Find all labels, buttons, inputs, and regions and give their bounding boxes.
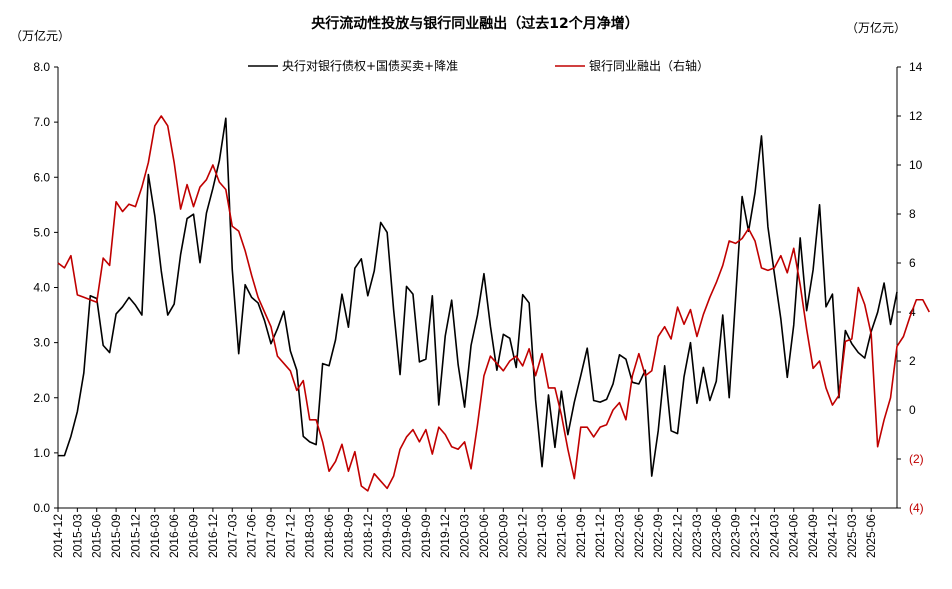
x-tick-label: 2018-09 [341, 514, 355, 558]
x-tick-label: 2020-06 [477, 514, 491, 558]
left-tick-label: 0.0 [33, 501, 50, 515]
left-tick-label: 8.0 [33, 60, 50, 74]
x-tick-label: 2015-09 [109, 514, 123, 558]
legend-label-red: 银行同业融出（右轴） [589, 58, 709, 73]
right-tick-label: (4) [909, 501, 924, 515]
x-tick-label: 2023-03 [690, 514, 704, 558]
left-tick-label: 6.0 [33, 170, 50, 184]
x-tick-label: 2024-12 [825, 514, 839, 558]
axes [57, 67, 898, 509]
right-tick-label: 2 [909, 354, 916, 368]
left-tick-label: 4.0 [33, 281, 50, 295]
x-tick-label: 2019-12 [438, 514, 452, 558]
right-tick-label: 0 [909, 403, 916, 417]
x-tick-label: 2021-06 [554, 514, 568, 558]
right-tick-label: 14 [909, 60, 923, 74]
x-tick-label: 2016-12 [206, 514, 220, 558]
x-tick-label: 2021-09 [574, 514, 588, 558]
x-tick-label: 2020-12 [516, 514, 530, 558]
x-tick-label: 2017-06 [245, 514, 259, 558]
series-line-interbank [57, 115, 930, 492]
right-tick-label: 8 [909, 207, 916, 221]
x-tick-label: 2021-12 [593, 514, 607, 558]
x-tick-label: 2016-06 [167, 514, 181, 558]
x-tick-label: 2022-09 [651, 514, 665, 558]
left-tick-label: 3.0 [33, 336, 50, 350]
legend-label-black: 央行对银行债权+国债买卖+降准 [282, 59, 458, 73]
right-tick-label: 12 [909, 109, 923, 123]
left-axis-ticks: 0.0 1.0 2.0 3.0 4.0 5.0 6.0 7.0 8.0 [33, 60, 58, 515]
left-tick-label: 2.0 [33, 391, 50, 405]
chart-title: 央行流动性投放与银行同业融出（过去12个月净增） [311, 15, 638, 32]
x-tick-label: 2019-09 [419, 514, 433, 558]
x-tick-label: 2016-03 [148, 514, 162, 558]
left-tick-label: 5.0 [33, 225, 50, 239]
x-tick-label: 2015-03 [70, 514, 84, 558]
x-tick-label: 2025-03 [845, 514, 859, 558]
series-layer [57, 115, 930, 492]
x-tick-label: 2015-06 [90, 514, 104, 558]
x-tick-label: 2015-12 [128, 514, 142, 558]
x-tick-label: 2019-03 [380, 514, 394, 558]
x-tick-label: 2017-09 [264, 514, 278, 558]
x-tick-label: 2022-06 [632, 514, 646, 558]
x-tick-label: 2021-03 [535, 514, 549, 558]
right-tick-label: (2) [909, 452, 924, 466]
x-tick-label: 2017-03 [225, 514, 239, 558]
x-tick-label: 2018-12 [361, 514, 375, 558]
x-axis-ticks: 2014-12 2015-03 2015-06 2015-09 2015-12 2016-… [51, 508, 878, 558]
right-tick-label: 6 [909, 256, 916, 270]
x-tick-label: 2022-12 [671, 514, 685, 558]
right-axis-unit: （万亿元） [846, 20, 906, 35]
x-tick-label: 2019-06 [400, 514, 414, 558]
left-axis-unit: （万亿元） [10, 28, 70, 43]
x-tick-label: 2023-12 [748, 514, 762, 558]
x-tick-label: 2024-06 [787, 514, 801, 558]
right-tick-label: 10 [909, 158, 923, 172]
left-tick-label: 1.0 [33, 446, 50, 460]
x-tick-label: 2023-06 [709, 514, 723, 558]
x-tick-label: 2024-09 [806, 514, 820, 558]
left-tick-label: 7.0 [33, 115, 50, 129]
x-tick-label: 2020-09 [496, 514, 510, 558]
x-tick-label: 2020-03 [458, 514, 472, 558]
series-line-liquidity [58, 117, 898, 477]
x-tick-label: 2025-06 [864, 514, 878, 558]
x-tick-label: 2014-12 [51, 514, 65, 558]
x-tick-label: 2022-03 [612, 514, 626, 558]
x-tick-label: 2018-06 [322, 514, 336, 558]
legend: 央行对银行债权+国债买卖+降准 银行同业融出（右轴） [248, 58, 709, 73]
x-tick-label: 2017-12 [283, 514, 297, 558]
x-tick-label: 2018-03 [303, 514, 317, 558]
x-tick-label: 2024-03 [767, 514, 781, 558]
x-tick-label: 2016-09 [187, 514, 201, 558]
x-tick-label: 2023-09 [729, 514, 743, 558]
